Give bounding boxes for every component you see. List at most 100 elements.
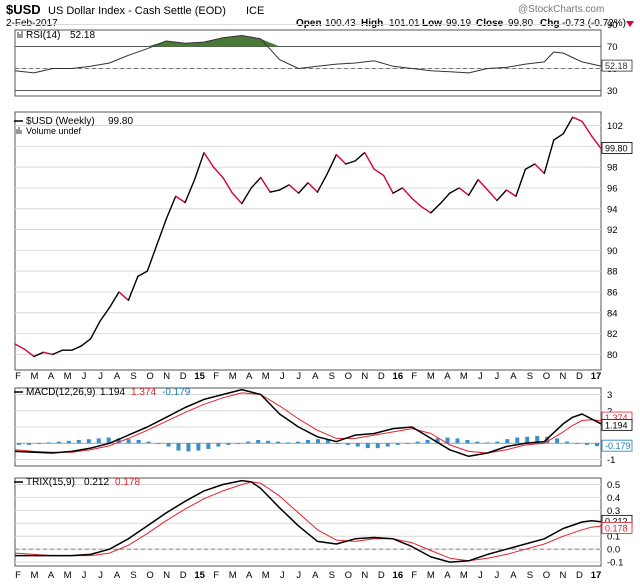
price-value-badge-box [601,142,633,154]
x-axis-label: F [15,371,21,382]
x-axis-label: N [361,371,368,382]
macd-histogram-bar [585,443,590,445]
price-segment [590,135,602,150]
macd-histogram-bar [355,443,360,447]
x-axis-label: N [560,371,567,382]
x-axis-label: S [527,371,533,382]
macd-histogram-bar [555,438,560,444]
macd-histogram-bar [36,443,41,445]
x-axis-label: F [411,570,417,581]
x-axis-label: A [510,570,517,581]
trix-value-badge: 0.212 [605,516,628,526]
macd-histogram-bar [435,438,440,444]
price-segment [411,197,423,208]
x-axis-label: J [280,371,285,382]
price-segment [156,218,167,246]
price-ytick-label: 80 [607,350,618,361]
price-ytick-label: 102 [607,121,623,132]
close-label: Close [476,18,504,29]
x-axis-label: D [378,371,385,382]
trix-signal-badge: 0.178 [605,523,628,533]
price-segment [118,291,130,301]
x-axis-label: 16 [393,371,404,382]
macd-histogram-bar [146,441,151,444]
macd-histogram-bar [26,443,31,445]
price-segment [458,187,470,196]
macd-histogram-bar [176,443,181,451]
price-ytick-label: 96 [607,183,618,194]
x-axis-label: S [527,570,533,581]
macd-histogram-bar [226,443,231,445]
macd-line [14,388,602,458]
price-segment [354,151,366,162]
price-ytick-label: 86 [607,287,618,298]
trix-ytick-label: 0.4 [607,493,620,504]
rsi-ytick-label: 90 [607,20,618,31]
price-segment [401,187,413,200]
watermark: @StockCharts.com [518,4,604,15]
x-axis-label: J [478,570,483,581]
macd-histogram-bar [306,440,310,444]
macd-histogram-bar [375,443,380,449]
price-segment [222,176,234,194]
macd-histogram-bar [296,441,301,444]
price-segment [193,151,205,181]
macd-value-badge: 1.194 [605,420,628,430]
macd-legend-title: MACD(12,26,9) [26,387,95,398]
trix-ytick-label: -0.1 [607,558,623,569]
volume-legend-icon [16,127,22,134]
x-axis-label: M [427,570,435,581]
macd-histogram-bar [415,441,420,444]
macd-histogram-bar [156,443,161,445]
x-axis-label: A [48,570,55,581]
price-segment [420,205,432,214]
price-ytick-label: 84 [607,308,618,319]
price-segment [231,192,243,205]
price-segment [89,320,101,340]
trix-signal-badge-box [601,522,633,534]
x-axis-label: J [98,371,103,382]
x-axis-label: M [64,371,72,382]
macd-signal-badge: 1.374 [605,413,628,423]
price-segment [278,184,290,191]
x-axis-label: J [296,371,301,382]
macd-histogram-bar [66,440,71,444]
trix-line [15,479,602,563]
price-segment [108,291,120,309]
macd-legend-signal: 1.374 [131,387,156,398]
x-axis-label: A [444,570,451,581]
rsi-line [14,35,602,74]
price-segment [241,187,252,205]
macd-histogram-bar [535,435,540,444]
price-segment [316,173,328,193]
macd-histogram-bar [575,443,580,445]
macd-histogram-bar [545,436,550,444]
usd-legend-title: $USD (Weekly) [26,116,95,127]
x-axis-label: F [213,371,219,382]
usd-legend-value: 99.80 [108,116,133,127]
price-segment [99,306,111,322]
macd-histogram-bar [86,439,91,444]
price-segment [184,178,196,204]
x-axis-label: A [114,570,121,581]
x-axis-label: 17 [591,570,602,581]
macd-histogram-bar [315,439,320,444]
x-axis-label: M [229,371,237,382]
price-segment [553,133,564,141]
x-axis-label: J [495,371,500,382]
x-axis-label: D [180,570,187,581]
x-axis-label: N [163,570,170,581]
x-axis-label: M [262,371,270,382]
price-segment [165,195,177,220]
price-segment [288,184,300,194]
x-axis-label: M [31,570,39,581]
trix-legend-value: 0.212 [84,477,109,488]
price-segment [439,192,451,205]
rsi-value-badge-box [601,59,633,72]
price-segment [307,182,319,193]
macd-histogram-bar [76,440,81,444]
trix-legend-title: TRIX(15,9) [26,477,75,488]
rsi-legend-icon [17,31,23,38]
price-ytick-label: 82 [607,329,618,340]
